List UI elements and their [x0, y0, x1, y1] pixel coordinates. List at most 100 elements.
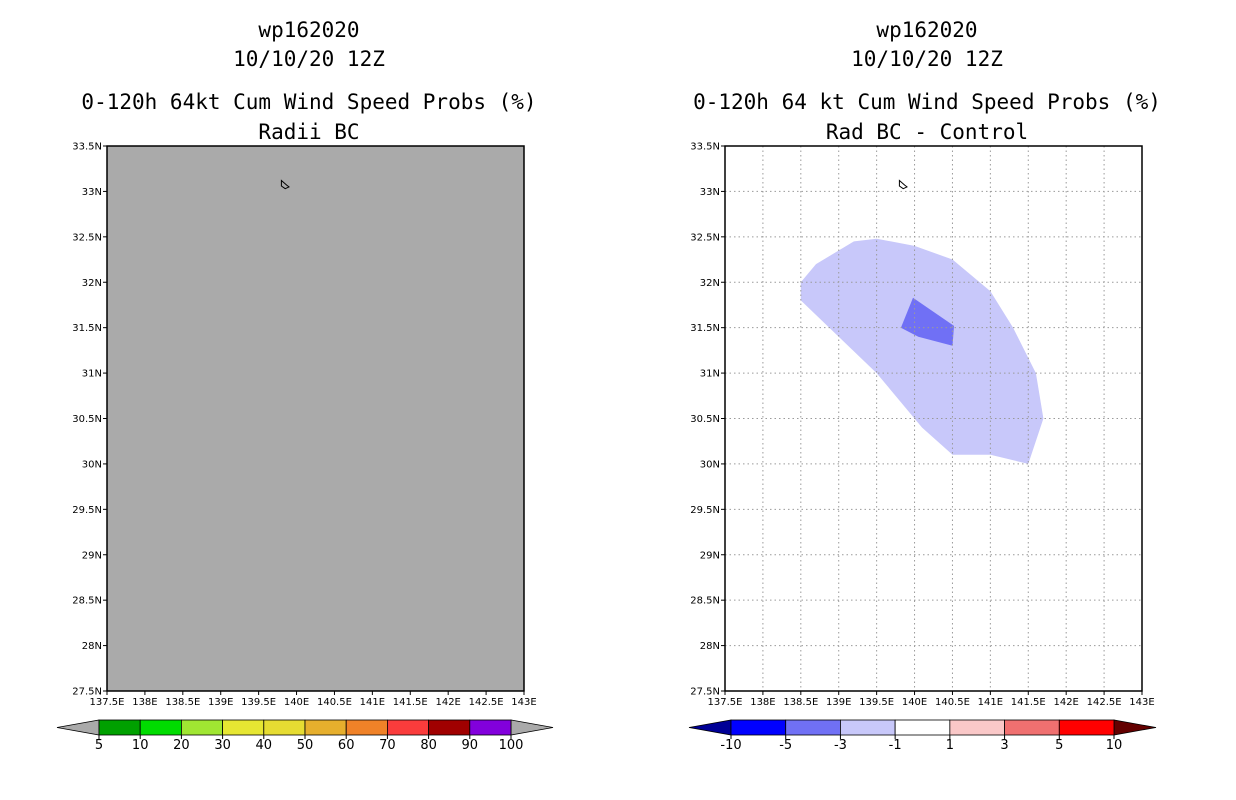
colorbar-swatch — [180, 719, 223, 736]
colorbar-label: 40 — [256, 738, 273, 753]
lon-tick-label: 139.5E — [241, 697, 276, 708]
right-lat-axis: 27.5N 28N 28.5N 29N 29.5N 30N 30.5N 31N 31.5N 32N… — [690, 142, 725, 698]
colorbar-swatch — [304, 719, 347, 736]
colorbar-label: 5 — [1055, 738, 1063, 753]
right-colorbar: -10 -5 -3 -1 1 3 5 10 — [688, 719, 1157, 753]
left-panel: wp162020 10/10/20 12Z 0-120h 64kt Cum Wi… — [56, 18, 554, 753]
lon-tick-label: 140.5E — [317, 697, 352, 708]
colorbar-label: 90 — [462, 738, 479, 753]
colorbar-swatch — [785, 719, 841, 736]
colorbar-swatch — [949, 719, 1005, 736]
colorbar-label: -3 — [834, 738, 847, 753]
lat-tick-label: 32.5N — [690, 232, 720, 243]
left-title-subtitle: Radii BC — [258, 120, 359, 144]
right-title-product: 0-120h 64 kt Cum Wind Speed Probs (%) — [693, 90, 1161, 114]
colorbar-label: -1 — [889, 738, 902, 753]
colorbar-swatch — [730, 719, 787, 736]
left-title-product: 0-120h 64kt Cum Wind Speed Probs (%) — [81, 90, 536, 114]
colorbar-swatch — [386, 719, 429, 736]
lon-tick-label: 140.5E — [935, 697, 970, 708]
colorbar-label: 5 — [95, 738, 103, 753]
lat-tick-label: 30.5N — [690, 414, 720, 425]
lon-tick-label: 137.5E — [90, 697, 125, 708]
lat-tick-label: 30N — [82, 459, 102, 470]
lon-tick-label: 143E — [511, 697, 536, 708]
lon-tick-label: 139.5E — [859, 697, 894, 708]
lat-tick-label: 28N — [700, 641, 720, 652]
colorbar-label: 80 — [420, 738, 437, 753]
colorbar-label: 1 — [946, 738, 954, 753]
lon-tick-label: 138.5E — [783, 697, 818, 708]
colorbar-label: 30 — [214, 738, 231, 753]
lat-tick-label: 31.5N — [690, 323, 720, 334]
lon-tick-label: 142E — [435, 697, 460, 708]
right-title-date: 10/10/20 12Z — [851, 47, 1003, 71]
lat-tick-label: 31N — [700, 369, 720, 380]
colorbar-label: 100 — [499, 738, 524, 753]
lat-tick-label: 28.5N — [690, 596, 720, 607]
lon-tick-label: 141E — [978, 697, 1003, 708]
lat-tick-label: 27.5N — [72, 687, 102, 698]
lat-tick-label: 33.5N — [690, 142, 720, 153]
lat-tick-label: 30.5N — [72, 414, 102, 425]
left-title-storm: wp162020 — [258, 18, 359, 42]
lon-tick-label: 143E — [1129, 697, 1154, 708]
lon-tick-label: 137.5E — [708, 697, 743, 708]
colorbar-label: 60 — [338, 738, 355, 753]
colorbar-under-triangle — [688, 719, 732, 736]
colorbar-swatch — [345, 719, 388, 736]
lon-tick-label: 141.5E — [393, 697, 428, 708]
right-panel: wp162020 10/10/20 12Z 0-120h 64 kt Cum W… — [688, 18, 1161, 753]
right-title-storm: wp162020 — [876, 18, 977, 42]
left-lat-axis: 27.5N 28N 28.5N 29N 29.5N 30N 30.5N 31N 31.5N 32N… — [72, 142, 107, 698]
lon-tick-label: 140E — [284, 697, 309, 708]
lon-tick-label: 142E — [1053, 697, 1078, 708]
left-lon-axis: 137.5E 138E 138.5E 139E 139.5E 140E 140.5E 141E… — [90, 691, 537, 708]
lon-tick-label: 142.5E — [469, 697, 504, 708]
lat-tick-label: 28N — [82, 641, 102, 652]
lat-tick-label: 32.5N — [72, 232, 102, 243]
colorbar-swatch — [222, 719, 265, 736]
lat-tick-label: 31.5N — [72, 323, 102, 334]
lat-tick-label: 32N — [82, 278, 102, 289]
right-island-outline — [898, 179, 908, 190]
lat-tick-label: 29N — [82, 550, 102, 561]
lon-tick-label: 139E — [208, 697, 233, 708]
left-island-outline — [280, 179, 290, 190]
colorbar-label: 10 — [1106, 738, 1123, 753]
colorbar-label: -10 — [720, 738, 741, 753]
right-title-subtitle: Rad BC - Control — [826, 120, 1028, 144]
island-outline — [280, 179, 290, 190]
left-colorbar: 5 10 20 30 40 50 60 70 80 90 100 — [56, 719, 554, 753]
right-gridlines — [725, 146, 1142, 691]
colorbar-over-triangle — [510, 719, 554, 736]
colorbar-label: 70 — [379, 738, 396, 753]
colorbar-label: -5 — [779, 738, 792, 753]
colorbar-swatch — [139, 719, 182, 736]
lon-tick-label: 140E — [902, 697, 927, 708]
lon-tick-label: 141.5E — [1011, 697, 1046, 708]
lon-tick-label: 138E — [132, 697, 157, 708]
colorbar-swatch — [263, 719, 306, 736]
left-title-date: 10/10/20 12Z — [233, 47, 385, 71]
colorbar-swatch — [840, 719, 896, 736]
colorbar-swatch — [1004, 719, 1060, 736]
lat-tick-label: 29.5N — [72, 505, 102, 516]
colorbar-under-triangle — [56, 719, 100, 736]
diff-region — [900, 297, 954, 346]
lat-tick-label: 30N — [700, 459, 720, 470]
lon-tick-label: 138E — [750, 697, 775, 708]
lat-tick-label: 33.5N — [72, 142, 102, 153]
lon-tick-label: 138.5E — [165, 697, 200, 708]
colorbar-over-triangle — [1113, 719, 1157, 736]
right-difference-field — [800, 238, 1044, 464]
colorbar-swatch — [469, 719, 512, 736]
lon-tick-label: 142.5E — [1087, 697, 1122, 708]
lon-tick-label: 141E — [360, 697, 385, 708]
colorbar-label: 3 — [1000, 738, 1008, 753]
lon-tick-label: 139E — [826, 697, 851, 708]
lat-tick-label: 33N — [700, 187, 720, 198]
colorbar-label: 10 — [132, 738, 149, 753]
colorbar-swatch — [428, 719, 471, 736]
lat-tick-label: 29N — [700, 550, 720, 561]
